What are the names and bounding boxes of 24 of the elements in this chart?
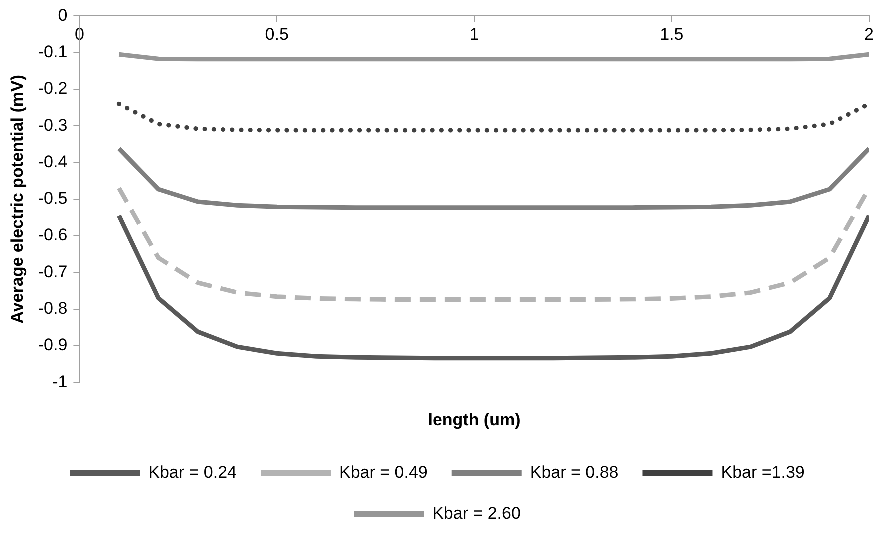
y-axis-title: Average electric potential (mV)	[8, 75, 27, 324]
legend-label: Kbar = 2.60	[432, 504, 521, 524]
y-tick-label: -1	[52, 372, 68, 392]
y-tick-label: -0.2	[38, 79, 68, 98]
x-tick-label: 0.5	[265, 25, 289, 44]
y-tick-label: -0.8	[38, 299, 68, 318]
y-tick-label: -0.3	[38, 116, 68, 135]
x-tick-label: 1	[470, 25, 480, 44]
legend-label: Kbar =1.39	[721, 463, 805, 482]
x-tick-label: 1.5	[660, 25, 684, 44]
y-tick-label: -0.7	[38, 262, 68, 282]
legend-label: Kbar = 0.88	[530, 463, 619, 482]
y-tick-label: -0.4	[38, 152, 68, 172]
y-tick-label: -0.9	[38, 336, 68, 355]
y-tick-label: -0.1	[38, 42, 68, 62]
line-series	[116, 186, 870, 302]
x-axis-title: length (um)	[428, 410, 521, 430]
y-tick-label: 0	[58, 6, 68, 25]
y-tick-label: -0.5	[38, 189, 68, 208]
y-tick-label: -0.6	[38, 226, 68, 245]
x-tick-label: 2	[864, 25, 874, 44]
line-series	[116, 102, 870, 133]
legend-label: Kbar = 0.49	[339, 463, 428, 482]
legend-label: Kbar = 0.24	[148, 463, 237, 482]
